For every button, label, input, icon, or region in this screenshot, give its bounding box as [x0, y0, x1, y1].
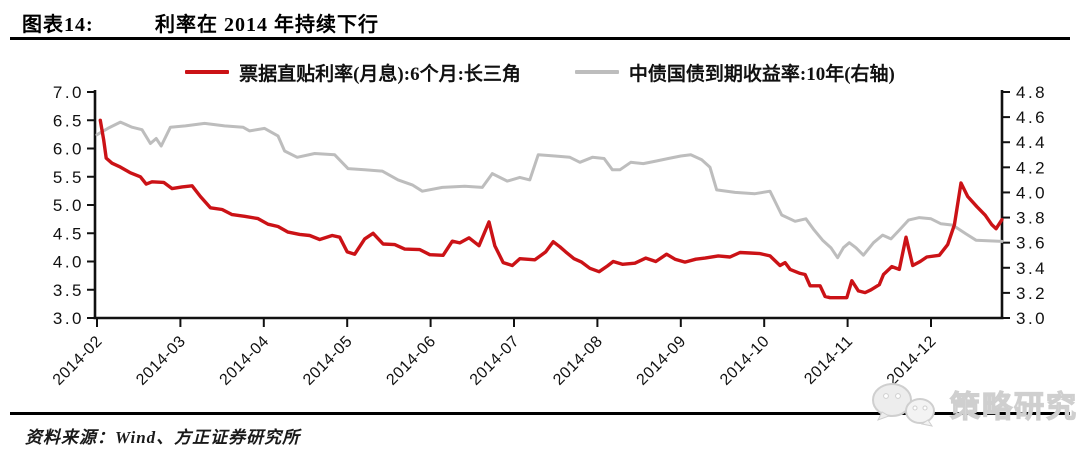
right-axis-tick-label: 3.0: [1016, 309, 1047, 328]
x-axis-tick-label: 2014-07: [467, 333, 523, 389]
left-axis-tick-label: 7.0: [53, 83, 84, 102]
wechat-chat-bubbles-icon: [872, 383, 935, 427]
bottom-divider: [10, 412, 1070, 415]
left-axis-tick-label: 4.5: [53, 224, 84, 243]
source-note: 资料来源：Wind、方正证券研究所: [25, 428, 301, 447]
chart-legend: 票据直贴利率(月息):6个月:长三角 中债国债到期收益率:10年(右轴): [0, 58, 1080, 86]
red-line-swatch: [185, 70, 230, 74]
right-axis-tick-label: 4.2: [1016, 158, 1047, 177]
left-axis-tick-label: 4.0: [53, 253, 84, 272]
right-axis-tick-label: 4.6: [1016, 108, 1047, 127]
left-axis-tick-label: 5.5: [53, 168, 84, 187]
figure-label: 图表14:: [22, 14, 94, 36]
left-axis-tick-label: 3.0: [53, 309, 84, 328]
gray-line-swatch: [574, 70, 619, 74]
right-axis-tick-label: 4.8: [1016, 83, 1047, 102]
figure-header: 图表14: 利率在 2014 年持续下行: [0, 6, 1080, 36]
left-axis-tick-label: 3.5: [53, 281, 84, 300]
legend-label: 中债国债到期收益率:10年(右轴): [628, 63, 895, 85]
right-axis-tick-label: 3.6: [1016, 234, 1047, 253]
x-axis-tick-label: 2014-08: [550, 333, 606, 389]
right-axis-tick-label: 3.8: [1016, 209, 1047, 228]
left-axis-tick-label: 6.5: [53, 111, 84, 130]
x-axis-tick-label: 2014-03: [133, 333, 189, 389]
figure-title: 利率在 2014 年持续下行: [155, 14, 379, 36]
watermark-text: 策略研究: [949, 390, 1078, 424]
legend-item-bill-rate: 票据直贴利率(月息):6个月:长三角: [185, 59, 521, 86]
x-axis-tick-label: 2014-11: [801, 333, 856, 388]
left-axis-tick-label: 5.0: [53, 196, 84, 215]
x-axis-tick-label: 2014-05: [300, 333, 356, 389]
x-axis-tick-label: 2014-04: [217, 333, 273, 389]
left-axis-tick-label: 6.0: [53, 140, 84, 159]
watermark: 策略研究: [862, 378, 1078, 430]
discounted-bill-rate-line: [98, 118, 1004, 300]
x-axis-tick-label: 2014-10: [717, 333, 773, 389]
right-axis-tick-label: 3.4: [1016, 259, 1047, 278]
legend-label: 票据直贴利率(月息):6个月:长三角: [239, 63, 521, 85]
right-axis-tick-label: 4.0: [1016, 183, 1047, 202]
legend-item-treasury-yield: 中债国债到期收益率:10年(右轴): [574, 59, 895, 86]
right-axis-tick-label: 3.2: [1016, 284, 1047, 303]
treasury-yield-10y-line: [95, 120, 1004, 260]
right-axis-tick-label: 4.4: [1016, 133, 1047, 152]
top-divider: [10, 37, 1070, 40]
x-axis-tick-label: 2014-02: [50, 333, 106, 389]
x-axis-tick-label: 2014-09: [634, 333, 690, 389]
x-axis-tick-label: 2014-06: [383, 333, 439, 389]
